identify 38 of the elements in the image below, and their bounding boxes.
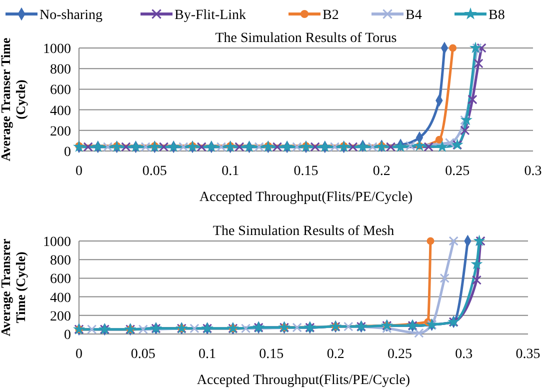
x-axis-title: Accepted Throughput(Flits/PE/Cycle) (199, 190, 413, 205)
y-axis-title: Average Transrer Time (Cycle) (0, 238, 28, 336)
x-tick-label: 0.2 (372, 164, 390, 179)
x-tick-label: 0 (76, 164, 82, 179)
y-tick-label: 200 (50, 124, 71, 140)
legend-label: B4 (406, 8, 422, 23)
y-tick-label: 200 (50, 309, 71, 324)
x-tick-label: 0.1 (222, 164, 240, 179)
legend-label: B2 (322, 8, 339, 23)
x-tick-label: 0.2 (326, 347, 344, 362)
x-tick-label: 0.3 (524, 164, 542, 179)
legend-label: By-Flit-Link (174, 8, 246, 23)
chart-title: The Simulation Results of Torus (215, 31, 397, 46)
x-tick-label: 0.3 (455, 347, 473, 362)
legend-label: No-sharing (40, 8, 102, 23)
y-tick-label: 400 (50, 104, 71, 119)
x-tick-label: 0.35 (516, 347, 540, 362)
y-axis-title: Average Transer Time (Cycle) (0, 38, 28, 162)
x-tick-label: 0.15 (259, 347, 284, 362)
y-tick-label: 0 (64, 328, 71, 343)
x-tick-label: 0.05 (130, 347, 156, 362)
x-tick-label: 0 (76, 347, 82, 362)
y-tick-label: 0 (64, 145, 71, 160)
legend-label: B8 (488, 8, 505, 23)
y-tick-label: 1000 (43, 235, 71, 250)
x-tick-label: 0.1 (198, 347, 216, 362)
x-axis-title: Accepted Throughput(Flits/PE/Cycle) (196, 373, 410, 388)
y-tick-label: 600 (50, 272, 71, 288)
x-tick-label: 0.15 (294, 164, 318, 179)
y-tick-label: 1000 (43, 42, 71, 57)
x-tick-label: 0.05 (142, 164, 167, 179)
y-tick-label: 600 (50, 83, 71, 98)
y-tick-label: 800 (50, 62, 71, 78)
y-tick-label: 400 (50, 290, 71, 306)
chart-title: The Simulation Results of Mesh (212, 224, 394, 239)
x-tick-label: 0.25 (387, 347, 412, 362)
x-tick-label: 0.25 (445, 164, 470, 179)
y-tick-label: 800 (50, 254, 71, 269)
